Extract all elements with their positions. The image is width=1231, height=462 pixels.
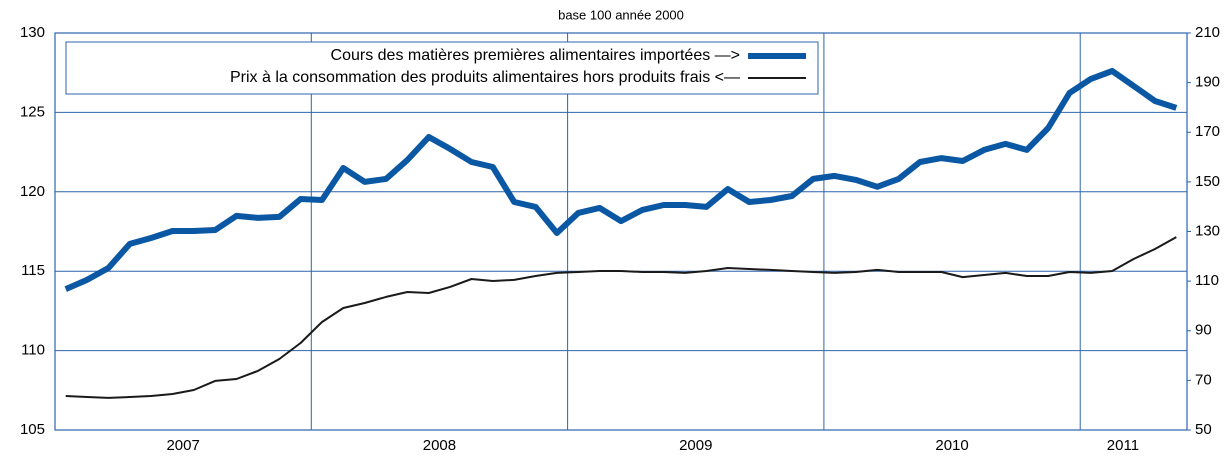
plot-frame bbox=[54, 32, 1188, 431]
x-tick-label: 2008 bbox=[423, 437, 456, 454]
y2-tick-label: 210 bbox=[1195, 24, 1220, 41]
legend-label: Prix à la consommation des produits alim… bbox=[230, 69, 740, 86]
chart-title: base 100 année 2000 bbox=[558, 7, 684, 22]
y2-tick-label: 130 bbox=[1195, 222, 1220, 239]
y-tick-label: 120 bbox=[20, 183, 45, 200]
y2-tick-label: 190 bbox=[1195, 74, 1220, 91]
y2-tick-label: 170 bbox=[1195, 123, 1220, 140]
x-tick-label: 2010 bbox=[935, 437, 968, 454]
x-tick-label: 2007 bbox=[166, 437, 199, 454]
y2-tick-label: 110 bbox=[1195, 272, 1219, 289]
y-tick-label: 105 bbox=[20, 421, 45, 438]
y-tick-label: 115 bbox=[21, 262, 45, 279]
y2-tick-label: 150 bbox=[1195, 173, 1220, 190]
y-tick-label: 130 bbox=[20, 24, 45, 41]
y2-tick-label: 90 bbox=[1195, 322, 1212, 339]
series-line bbox=[65, 236, 1177, 399]
y2-tick-label: 50 bbox=[1195, 421, 1212, 438]
y2-tick-label: 70 bbox=[1195, 371, 1212, 388]
series-line bbox=[64, 68, 1178, 292]
x-tick-label: 2011 bbox=[1107, 437, 1139, 454]
legend-box bbox=[65, 41, 819, 95]
y-tick-label: 125 bbox=[20, 103, 45, 120]
legend-label: Cours des matières premières alimentaire… bbox=[331, 47, 740, 64]
y-tick-label: 110 bbox=[21, 342, 45, 359]
x-tick-label: 2009 bbox=[679, 437, 712, 454]
